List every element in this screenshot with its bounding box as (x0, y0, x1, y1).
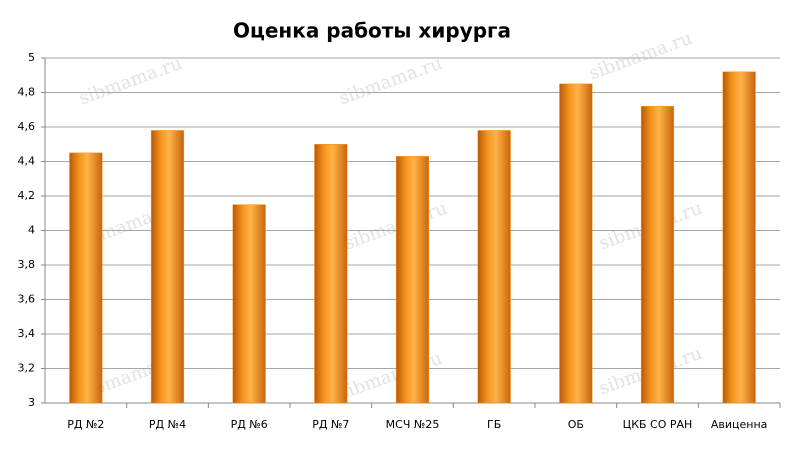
y-tick-label: 4,4 (18, 155, 36, 168)
watermark: sibmama.ru (76, 53, 185, 110)
bar (232, 204, 266, 404)
bar (395, 156, 430, 404)
bar (69, 152, 103, 404)
x-tick-label: РД №6 (231, 418, 268, 431)
bar (477, 130, 511, 404)
chart-title: Оценка работы хирурга (233, 19, 511, 43)
y-tick-label: 5 (28, 51, 35, 64)
x-tick-label: ОБ (568, 418, 584, 431)
x-tick-label: ЦКБ СО РАН (623, 418, 693, 431)
bar (722, 71, 756, 404)
y-tick-label: 4,6 (18, 120, 36, 133)
x-tick-label: РД №4 (149, 418, 186, 431)
x-tick-label: Авиценна (711, 418, 768, 431)
y-tick-label: 3 (28, 396, 35, 409)
x-tick-label: ГБ (487, 418, 501, 431)
bar (314, 144, 348, 404)
x-tick-label: РД №7 (312, 418, 349, 431)
y-tick-label: 4 (28, 224, 35, 237)
x-tick-label: РД №2 (67, 418, 104, 431)
y-tick-label: 4,2 (18, 189, 36, 202)
y-tick-label: 3,4 (18, 327, 36, 340)
watermark: sibmama.ru (336, 53, 445, 110)
bar (150, 130, 185, 404)
watermark: sibmama.ru (341, 198, 450, 255)
y-tick-label: 4,8 (18, 86, 36, 99)
watermark: sibmama.ru (586, 28, 695, 85)
y-tick-label: 3,6 (18, 293, 36, 306)
y-tick-label: 3,2 (18, 362, 36, 375)
bar (640, 106, 675, 404)
x-tick-label: МСЧ №25 (386, 418, 440, 431)
y-tick-label: 3,8 (18, 258, 36, 271)
bar (559, 83, 593, 404)
